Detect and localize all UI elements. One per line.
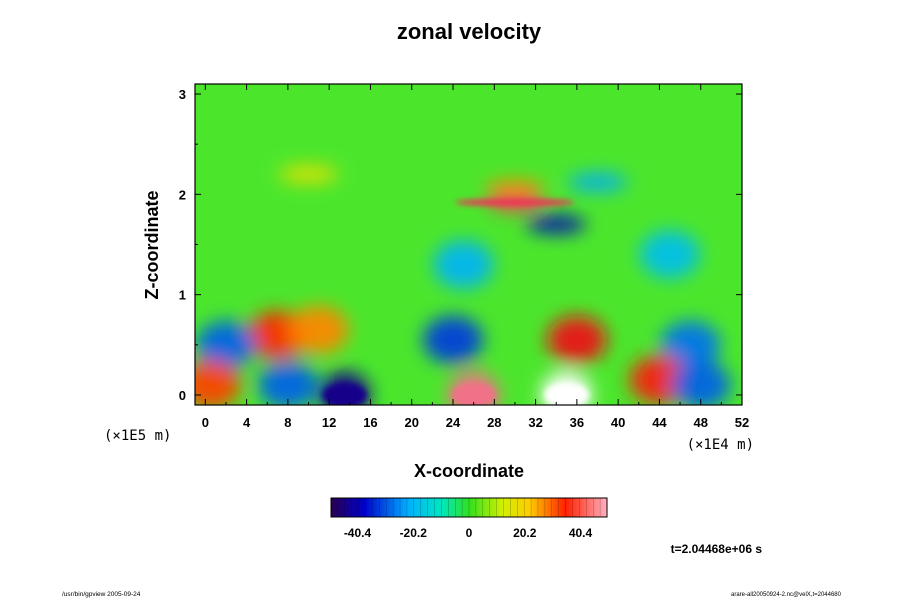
heatmap-core [544, 383, 589, 405]
heatmap-cell [546, 315, 607, 364]
footer-left: /usr/bin/gpview 2005-09-24 [62, 591, 141, 598]
y-tick-label: 3 [179, 87, 186, 102]
heatmap-core [322, 383, 367, 405]
heatmap-cell [670, 360, 731, 405]
heatmap-cell [257, 360, 318, 405]
heatmap-cell [526, 215, 587, 234]
x-tick-label: 12 [322, 415, 336, 430]
y-unit-label: (×1E5 m) [104, 428, 171, 444]
heatmap-cell [567, 173, 628, 192]
footer-right: arare-all20050924-2.nc@velX,t=2044680 [731, 592, 842, 598]
x-tick-label: 52 [735, 415, 749, 430]
colorbar-ramp [331, 498, 607, 517]
heatmap-cell [196, 320, 256, 369]
y-axis-label: Z-coordinate [142, 190, 162, 299]
time-label: t=2.04468e+06 s [671, 542, 763, 556]
x-tick-label: 32 [528, 415, 542, 430]
x-tick-label: 20 [405, 415, 419, 430]
colorbar-tick-label: -20.2 [400, 526, 428, 540]
x-tick-label: 24 [446, 415, 461, 430]
plot-area [194, 83, 743, 406]
x-tick-label: 44 [652, 415, 667, 430]
x-tick-label: 48 [693, 415, 707, 430]
x-tick-label: 28 [487, 415, 501, 430]
colorbar-tick-label: 0 [466, 526, 473, 540]
colorbar-frame [330, 497, 608, 518]
x-tick-label: 4 [243, 415, 251, 430]
heatmap-core [451, 383, 496, 405]
heatmap-cell [484, 180, 545, 199]
heatmap-cell [660, 320, 721, 369]
colorbar-tick-label: -40.4 [344, 526, 372, 540]
colorbar-tick-label: 40.4 [569, 526, 593, 540]
y-tick-label: 2 [179, 187, 186, 202]
heatmap-core [454, 198, 575, 207]
heatmap-cell [639, 230, 700, 279]
heatmap-cell [195, 360, 241, 405]
x-tick-label: 40 [611, 415, 625, 430]
heatmap-cell [288, 305, 349, 354]
y-tick-label: 0 [179, 388, 186, 403]
x-tick-label: 8 [284, 415, 291, 430]
heatmap-cell [423, 315, 483, 364]
chart-title: zonal velocity [397, 19, 542, 44]
y-tick-label: 1 [179, 288, 186, 303]
x-tick-label: 36 [570, 415, 584, 430]
x-tick-label: 0 [202, 415, 209, 430]
colorbar: -40.4 -20.2 0 20.2 40.4 [330, 497, 608, 540]
colorbar-tick-label: 20.2 [513, 526, 537, 540]
x-unit-label: (×1E4 m) [687, 437, 754, 453]
heatmap-cell [433, 240, 494, 289]
x-tick-label: 16 [363, 415, 377, 430]
x-axis-label: X-coordinate [414, 461, 524, 481]
heatmap-cell [278, 165, 339, 184]
